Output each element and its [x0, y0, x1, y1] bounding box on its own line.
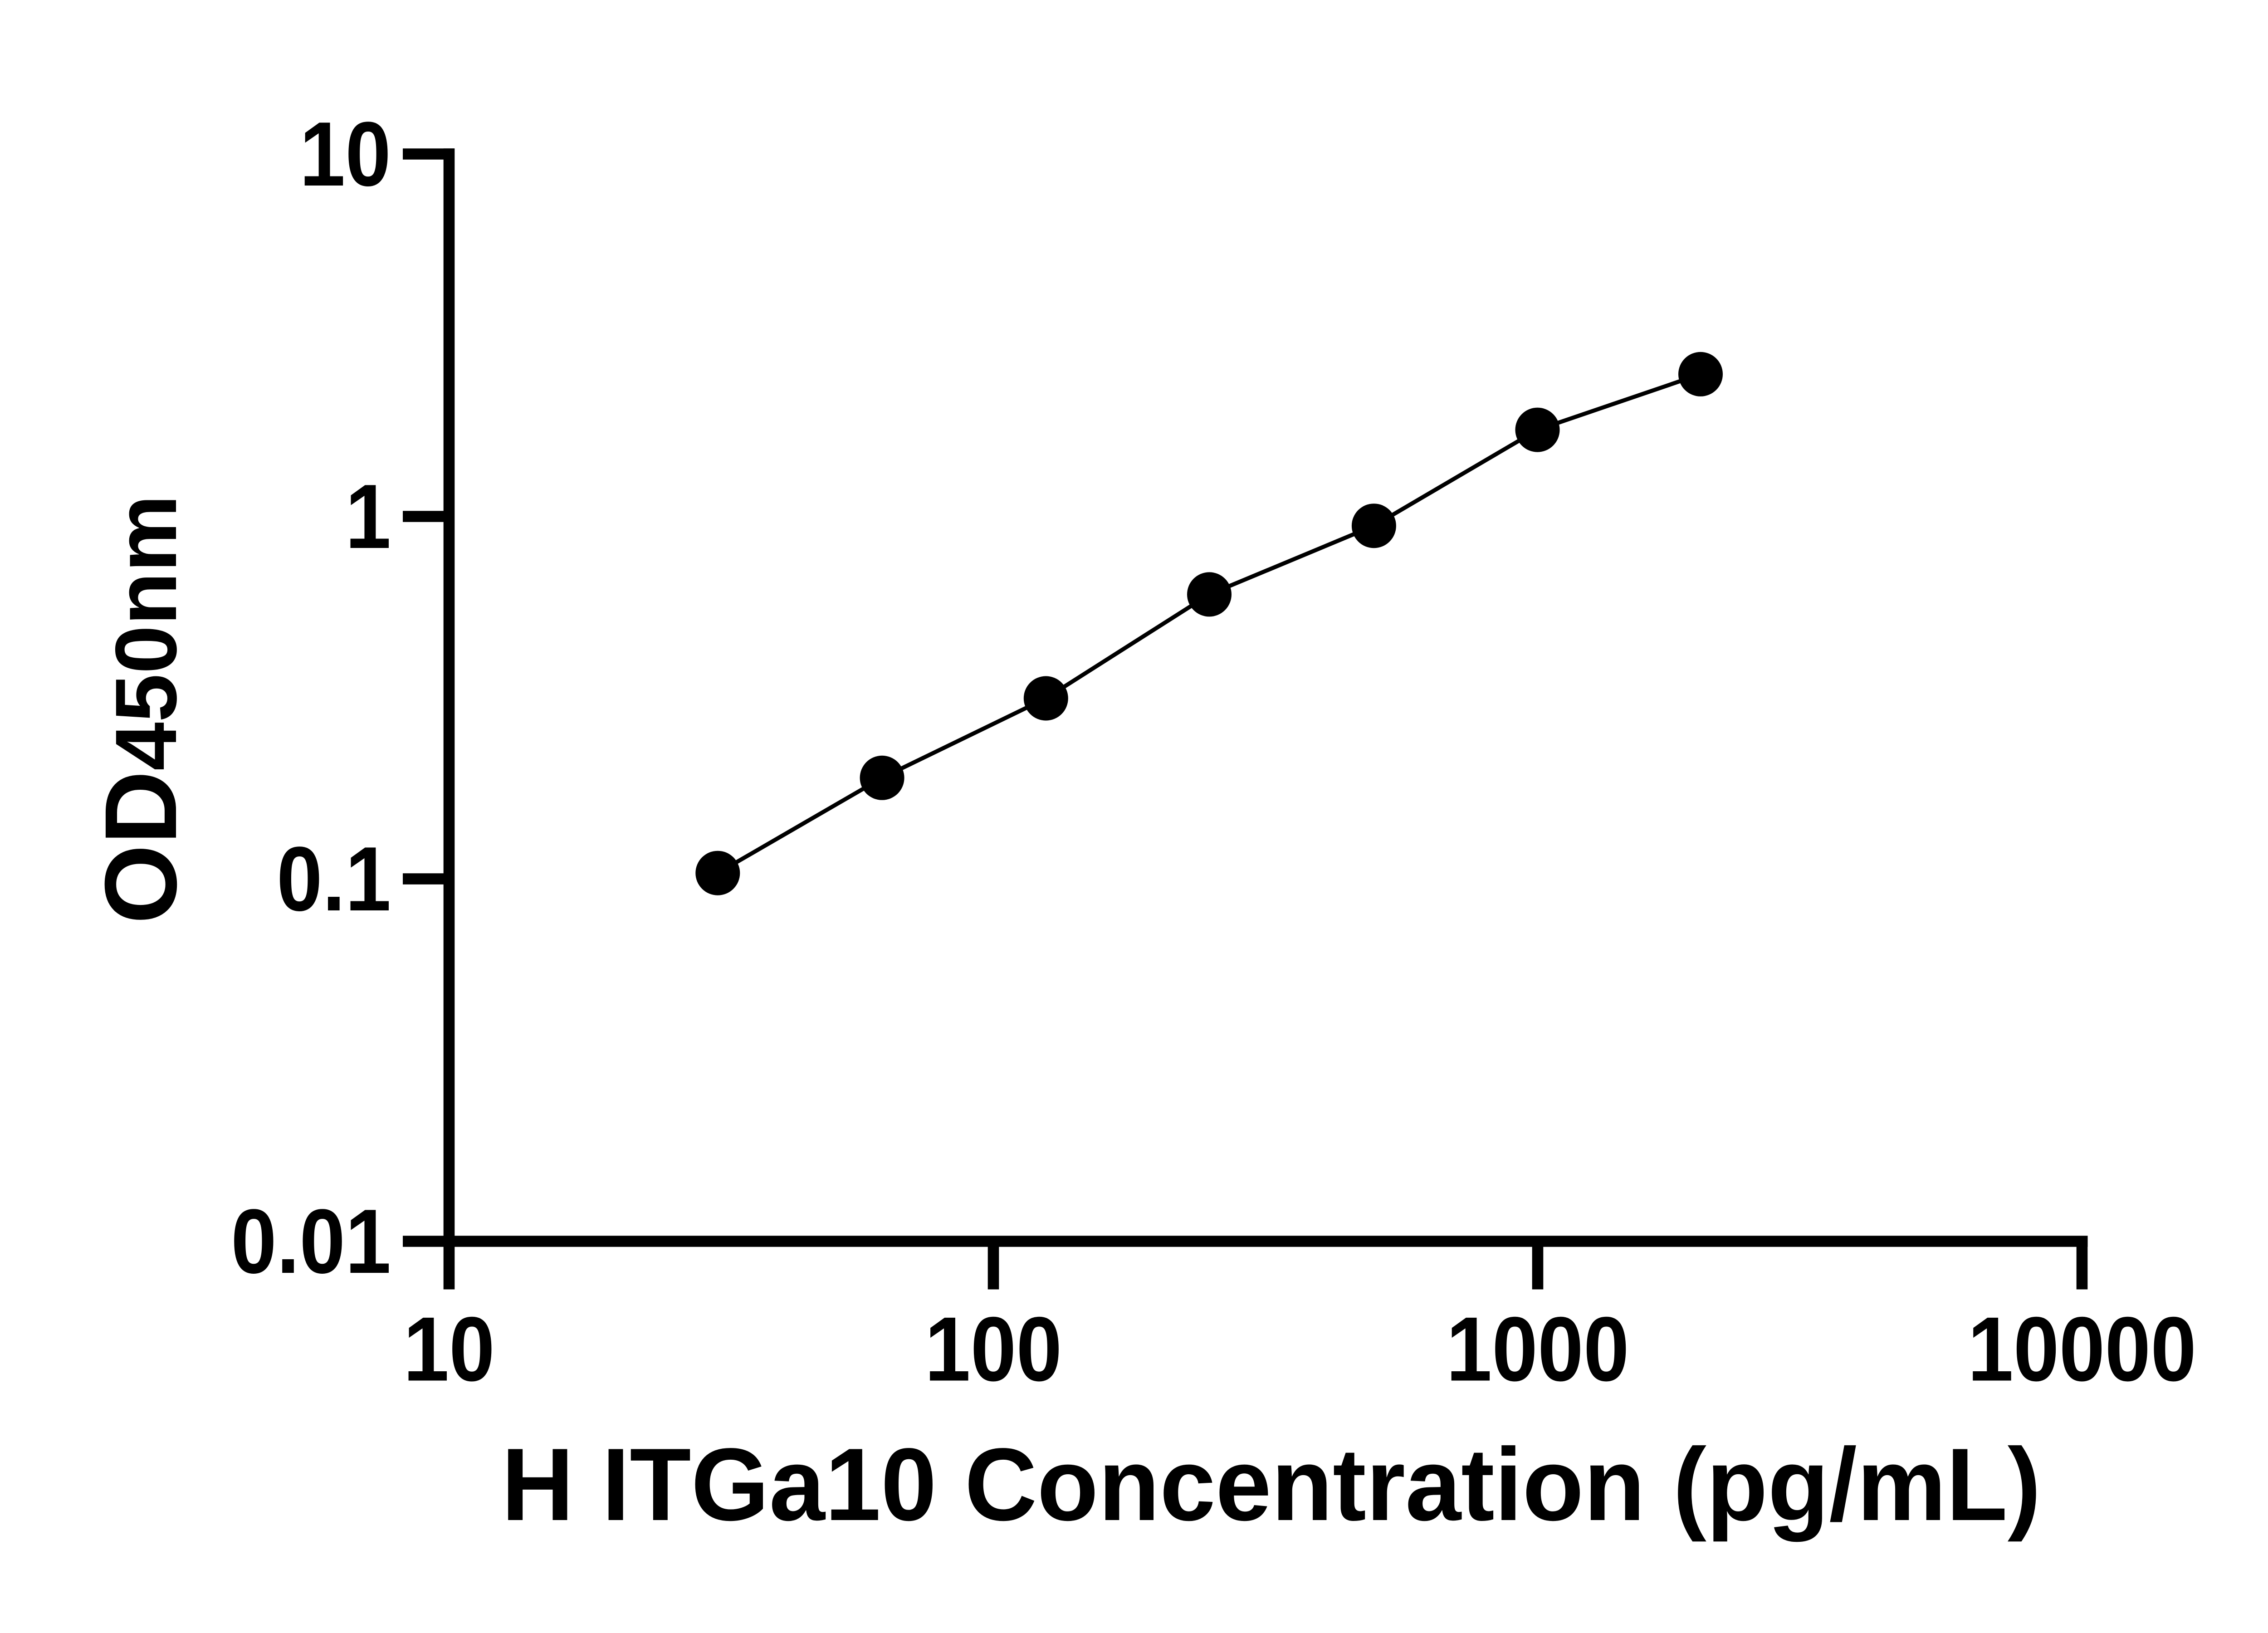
- svg-text:100: 100: [925, 1298, 1062, 1400]
- svg-text:0.01: 0.01: [231, 1190, 391, 1292]
- svg-text:10: 10: [299, 103, 391, 205]
- svg-text:1000: 1000: [1446, 1298, 1629, 1400]
- svg-text:1: 1: [345, 465, 391, 567]
- svg-text:0.1: 0.1: [277, 827, 391, 930]
- svg-text:OD: OD: [83, 771, 198, 924]
- svg-text:10: 10: [403, 1298, 495, 1400]
- svg-text:450nm: 450nm: [97, 495, 195, 771]
- svg-text:10000: 10000: [1968, 1298, 2196, 1400]
- svg-text:H ITGa10 Concentration (pg/mL): H ITGa10 Concentration (pg/mL): [501, 1427, 2041, 1542]
